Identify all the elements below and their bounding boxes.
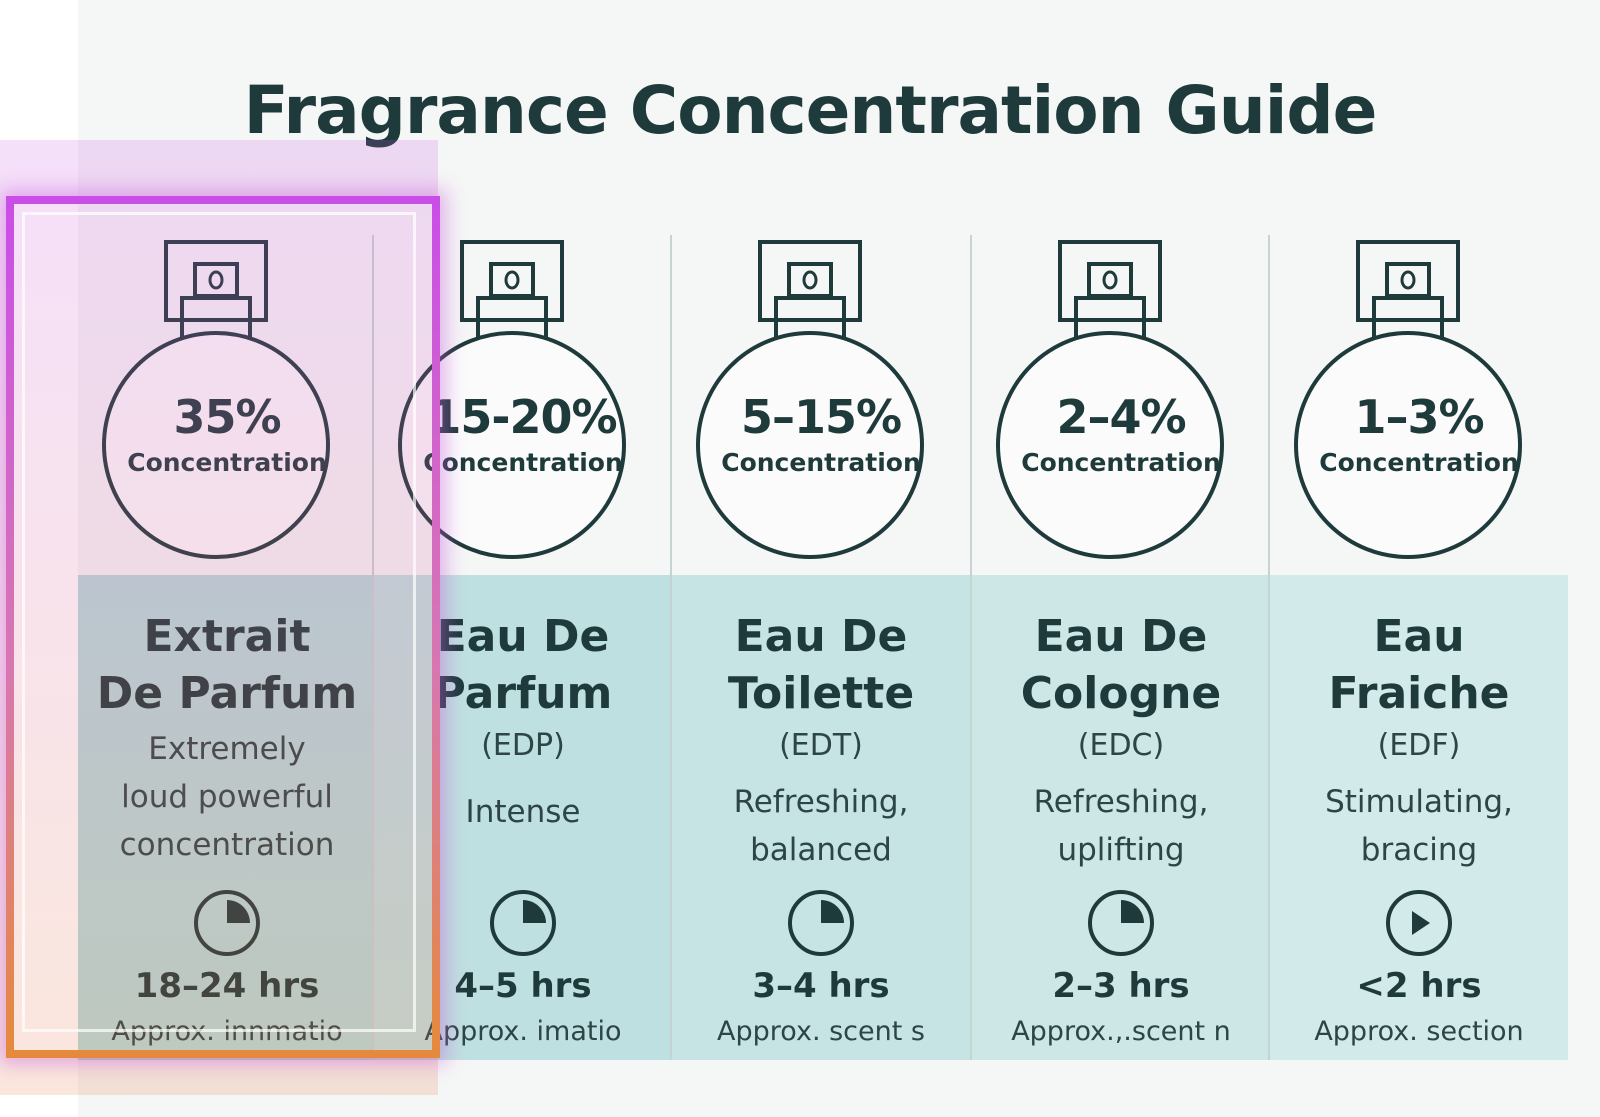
clock-quarter-icon xyxy=(788,890,854,956)
description-line: Refreshing, xyxy=(1033,784,1209,820)
description-line: Intense xyxy=(465,794,581,830)
page-title: Fragrance Concentration Guide xyxy=(243,72,1378,149)
play-circle-icon xyxy=(1386,890,1452,956)
duration: 2–3 hrs xyxy=(1052,966,1190,1006)
clock-quarter-icon xyxy=(194,890,260,956)
approx-note: Approx. innmatio xyxy=(111,1016,343,1047)
name-line-2: Fraiche xyxy=(1328,668,1510,719)
fragrance-abbreviation: (EDP) xyxy=(481,728,565,763)
column-divider xyxy=(1268,235,1270,1060)
fragrance-name: Eau De Parfum xyxy=(374,608,672,722)
concentration-percent: 15-20% xyxy=(429,390,617,444)
name-line-1: Eau De xyxy=(734,611,908,662)
name-line-1: Eau De xyxy=(1034,611,1208,662)
clock-quarter-icon xyxy=(490,890,556,956)
fragrance-abbreviation: (EDT) xyxy=(779,728,863,763)
concentration-percent: 2–4% xyxy=(1056,390,1186,444)
duration: 4–5 hrs xyxy=(454,966,592,1006)
description-line: Refreshing, xyxy=(733,784,909,820)
name-line-2: Parfum xyxy=(433,668,613,719)
left-margin xyxy=(0,0,78,1117)
approx-note: Approx. scent s xyxy=(717,1016,925,1047)
name-line-1: Eau De xyxy=(436,611,610,662)
column-divider xyxy=(970,235,972,1060)
fragrance-abbreviation: (EDC) xyxy=(1077,728,1165,763)
perfume-bottle-icon xyxy=(374,240,672,560)
fragrance-column: 35% Concentration Extrait De Parfum Extre… xyxy=(78,190,376,1060)
concentration-label: Concentration xyxy=(1021,448,1221,477)
approx-note: Approx.,.scent n xyxy=(1011,1016,1231,1047)
duration: <2 hrs xyxy=(1356,966,1482,1006)
approx-note: Approx. imatio xyxy=(424,1016,622,1047)
fragrance-name: Eau Fraiche xyxy=(1270,608,1568,722)
description-line: concentration xyxy=(119,827,335,863)
description-line: Stimulating, xyxy=(1325,784,1513,820)
fragrance-column: 1–3% Concentration Eau Fraiche (EDF) Stim… xyxy=(1270,190,1568,1060)
description-line: uplifting xyxy=(1057,832,1185,868)
fragrance-column: 5–15% Concentration Eau De Toilette (EDT)… xyxy=(672,190,970,1060)
concentration-percent: 5–15% xyxy=(740,390,902,444)
approx-note: Approx. section xyxy=(1314,1016,1524,1047)
concentration-percent: 35% xyxy=(173,390,281,444)
fragrance-column: 2–4% Concentration Eau De Cologne (EDC) R… xyxy=(972,190,1270,1060)
column-panel xyxy=(672,575,970,1060)
name-line-2: Cologne xyxy=(1020,668,1222,719)
duration: 18–24 hrs xyxy=(134,966,320,1006)
concentration-label: Concentration xyxy=(423,448,623,477)
name-line-2: De Parfum xyxy=(96,668,358,719)
clock-quarter-icon xyxy=(1088,890,1154,956)
perfume-bottle-icon xyxy=(1270,240,1568,560)
column-panel xyxy=(972,575,1270,1060)
fragrance-abbreviation: (EDF) xyxy=(1377,728,1461,763)
description-line: loud powerful xyxy=(121,779,333,815)
description-line: bracing xyxy=(1360,832,1478,868)
name-line-2: Toilette xyxy=(727,668,915,719)
fragrance-name: Eau De Cologne xyxy=(972,608,1270,722)
name-line-1: Eau xyxy=(1373,611,1465,662)
fragrance-column: 15-20% Concentration Eau De Parfum (EDP) … xyxy=(374,190,672,1060)
fragrance-name: Eau De Toilette xyxy=(672,608,970,722)
concentration-percent: 1–3% xyxy=(1354,390,1484,444)
perfume-bottle-icon xyxy=(972,240,1270,560)
column-divider xyxy=(372,235,374,1060)
concentration-label: Concentration xyxy=(721,448,921,477)
duration: 3–4 hrs xyxy=(752,966,890,1006)
column-panel xyxy=(1270,575,1568,1060)
column-divider xyxy=(670,235,672,1060)
description-line: Extremely xyxy=(148,731,306,767)
concentration-label: Concentration xyxy=(1319,448,1519,477)
concentration-label: Concentration xyxy=(127,448,327,477)
name-line-1: Extrait xyxy=(143,611,311,662)
description-line: balanced xyxy=(750,832,892,868)
fragrance-name: Extrait De Parfum xyxy=(78,608,376,722)
perfume-bottle-icon xyxy=(672,240,970,560)
